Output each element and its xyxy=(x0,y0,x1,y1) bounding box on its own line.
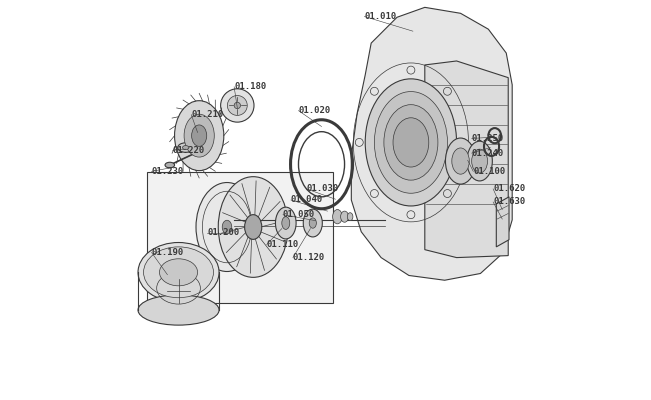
Text: 01.630: 01.630 xyxy=(493,198,525,206)
Ellipse shape xyxy=(275,207,296,239)
Text: 01.010: 01.010 xyxy=(365,12,396,21)
Text: 01.220: 01.220 xyxy=(173,146,205,155)
Text: 01.200: 01.200 xyxy=(207,228,240,237)
Ellipse shape xyxy=(303,209,322,237)
Text: 01.190: 01.190 xyxy=(152,248,184,257)
Text: 01.110: 01.110 xyxy=(267,240,299,249)
Ellipse shape xyxy=(218,177,288,277)
Text: 01.100: 01.100 xyxy=(473,167,506,176)
Text: 01.250: 01.250 xyxy=(472,134,504,143)
Ellipse shape xyxy=(234,102,240,109)
Text: 01.040: 01.040 xyxy=(291,196,323,204)
Ellipse shape xyxy=(138,295,219,325)
Ellipse shape xyxy=(184,114,214,157)
Ellipse shape xyxy=(365,79,456,206)
Ellipse shape xyxy=(348,213,353,221)
Ellipse shape xyxy=(472,149,488,173)
Text: 01.240: 01.240 xyxy=(472,149,504,158)
Polygon shape xyxy=(146,172,333,303)
Text: 01.180: 01.180 xyxy=(234,82,266,91)
Ellipse shape xyxy=(333,210,342,224)
Text: 01.120: 01.120 xyxy=(293,253,326,262)
Ellipse shape xyxy=(144,247,214,298)
Text: 01.210: 01.210 xyxy=(191,110,223,119)
Ellipse shape xyxy=(227,96,247,115)
Text: 01.050: 01.050 xyxy=(283,210,315,219)
Ellipse shape xyxy=(191,125,207,146)
Polygon shape xyxy=(496,197,509,247)
Ellipse shape xyxy=(174,101,224,171)
Ellipse shape xyxy=(309,218,316,228)
Text: 01.020: 01.020 xyxy=(299,106,331,115)
Ellipse shape xyxy=(222,220,232,234)
Ellipse shape xyxy=(393,118,429,167)
Text: 01.030: 01.030 xyxy=(307,184,339,193)
Text: 01.230: 01.230 xyxy=(152,167,184,176)
Ellipse shape xyxy=(340,211,348,222)
Polygon shape xyxy=(425,61,508,258)
Ellipse shape xyxy=(165,162,174,168)
Polygon shape xyxy=(352,7,512,280)
Ellipse shape xyxy=(384,105,438,180)
Ellipse shape xyxy=(245,215,262,239)
Ellipse shape xyxy=(178,143,193,152)
Text: 01.620: 01.620 xyxy=(493,184,525,193)
Ellipse shape xyxy=(445,138,476,184)
Ellipse shape xyxy=(196,182,258,272)
Ellipse shape xyxy=(159,259,198,286)
Ellipse shape xyxy=(452,148,469,174)
Ellipse shape xyxy=(138,242,219,302)
Ellipse shape xyxy=(221,89,254,122)
Ellipse shape xyxy=(467,141,492,181)
Ellipse shape xyxy=(282,217,290,229)
Ellipse shape xyxy=(182,146,189,150)
Ellipse shape xyxy=(374,92,447,193)
